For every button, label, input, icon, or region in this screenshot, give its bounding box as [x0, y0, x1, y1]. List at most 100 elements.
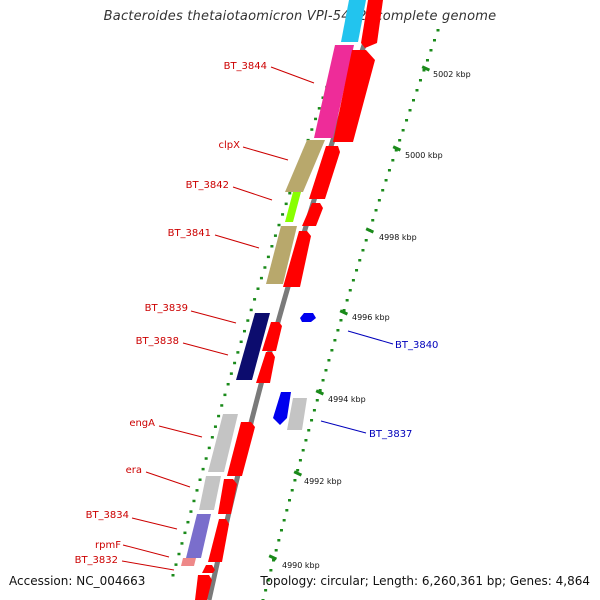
accession-text: Accession: NC_004663 [9, 574, 146, 588]
minor-tick [381, 189, 385, 192]
arrow-top [361, 0, 383, 48]
arrow-bt3842 [302, 203, 323, 226]
minor-tick [263, 266, 267, 269]
minor-tick [189, 510, 193, 513]
label-bt3844: BT_3844 [224, 61, 267, 72]
cog-box-bt3837 [287, 398, 307, 430]
minor-tick [270, 245, 274, 248]
minor-tick [391, 159, 395, 162]
cog-box-bt3839 [236, 313, 270, 380]
minor-tick [374, 209, 378, 212]
minor-tick [296, 469, 300, 472]
label-rpmf: rpmF [95, 540, 121, 551]
scale-label-4996: 4996 kbp [352, 313, 390, 322]
label-bt3839: BT_3839 [145, 303, 188, 314]
minor-tick [195, 489, 199, 492]
minor-tick [339, 319, 343, 322]
minor-tick [429, 49, 433, 52]
forward-leaders [121, 66, 315, 571]
minor-tick [210, 436, 214, 439]
scale-label-4994: 4994 kbp [328, 395, 366, 404]
leader-bt3840 [347, 330, 394, 345]
arrow-bt3841 [283, 231, 311, 287]
leader-era [145, 471, 191, 488]
minor-tick [239, 340, 243, 344]
minor-tick [285, 509, 289, 512]
minor-tick [312, 409, 316, 412]
cog-box-enga [208, 414, 238, 472]
minor-tick [204, 457, 208, 460]
minor-tick [217, 414, 221, 418]
minor-tick [183, 531, 187, 535]
minor-tick [398, 139, 402, 142]
minor-tick [317, 107, 321, 110]
leader-bt3839 [190, 310, 237, 324]
minor-tick [307, 429, 311, 432]
arrow-enga [227, 422, 255, 476]
minor-tick [279, 529, 283, 532]
minor-tick [310, 128, 314, 131]
scale-label-4998: 4998 kbp [379, 233, 417, 242]
scale-label-4990: 4990 kbp [282, 561, 320, 570]
arrow-bt3844 [333, 50, 375, 142]
cog-box-bt3842 [285, 192, 301, 222]
minor-tick [171, 574, 175, 577]
minor-tick [213, 425, 217, 428]
minor-tick [282, 519, 286, 522]
minor-tick [266, 255, 270, 259]
major-tick-5000 [392, 145, 402, 152]
minor-tick [177, 552, 181, 556]
cog-box-era [199, 476, 221, 510]
minor-tick [314, 117, 318, 121]
label-bt3837: BT_3837 [369, 429, 412, 440]
major-tick-4994 [315, 389, 325, 396]
gene-bt3840 [300, 313, 316, 322]
arrow-bt3834 [208, 519, 229, 562]
cog-box-bt3844 [314, 45, 354, 138]
leader-enga [158, 425, 203, 438]
minor-tick [411, 99, 415, 102]
minor-tick [256, 287, 260, 290]
minor-tick [318, 389, 322, 392]
minor-tick [264, 589, 268, 592]
minor-tick [321, 96, 325, 99]
arrow-era [218, 479, 237, 514]
major-tick-4996 [339, 309, 349, 316]
arrow-rpmf [202, 565, 215, 573]
minor-tick [273, 234, 277, 237]
minor-tick [371, 219, 375, 222]
minor-tick [401, 129, 405, 132]
leader-rpmf [122, 544, 170, 558]
minor-tick [290, 489, 294, 492]
minor-tick [394, 149, 398, 152]
label-bt3841: BT_3841 [168, 228, 211, 239]
major-tick-5002 [421, 65, 431, 72]
minor-tick [436, 29, 440, 32]
reverse-leaders [320, 330, 394, 434]
minor-tick [304, 439, 308, 442]
leader-clpx [242, 146, 289, 161]
label-era: era [126, 465, 142, 476]
minor-tick [315, 399, 319, 402]
minor-tick [298, 459, 302, 462]
minor-tick [330, 349, 334, 352]
minor-tick [432, 39, 436, 42]
minor-tick [236, 351, 240, 354]
minor-tick [310, 419, 314, 422]
minor-tick [301, 449, 305, 452]
minor-tick [293, 479, 297, 482]
major-tick-4992 [293, 470, 303, 477]
minor-tick [384, 179, 388, 182]
arrow-bt3838 [256, 352, 275, 383]
minor-tick [174, 563, 178, 566]
minor-tick [327, 359, 331, 362]
cog-box-bt3834 [186, 514, 211, 558]
minor-tick [226, 382, 230, 386]
minor-tick [233, 361, 237, 365]
minor-tick [377, 199, 381, 202]
minor-tick [415, 89, 419, 92]
minor-tick [220, 404, 224, 407]
minor-tick [425, 59, 429, 62]
minor-tick [355, 269, 359, 272]
